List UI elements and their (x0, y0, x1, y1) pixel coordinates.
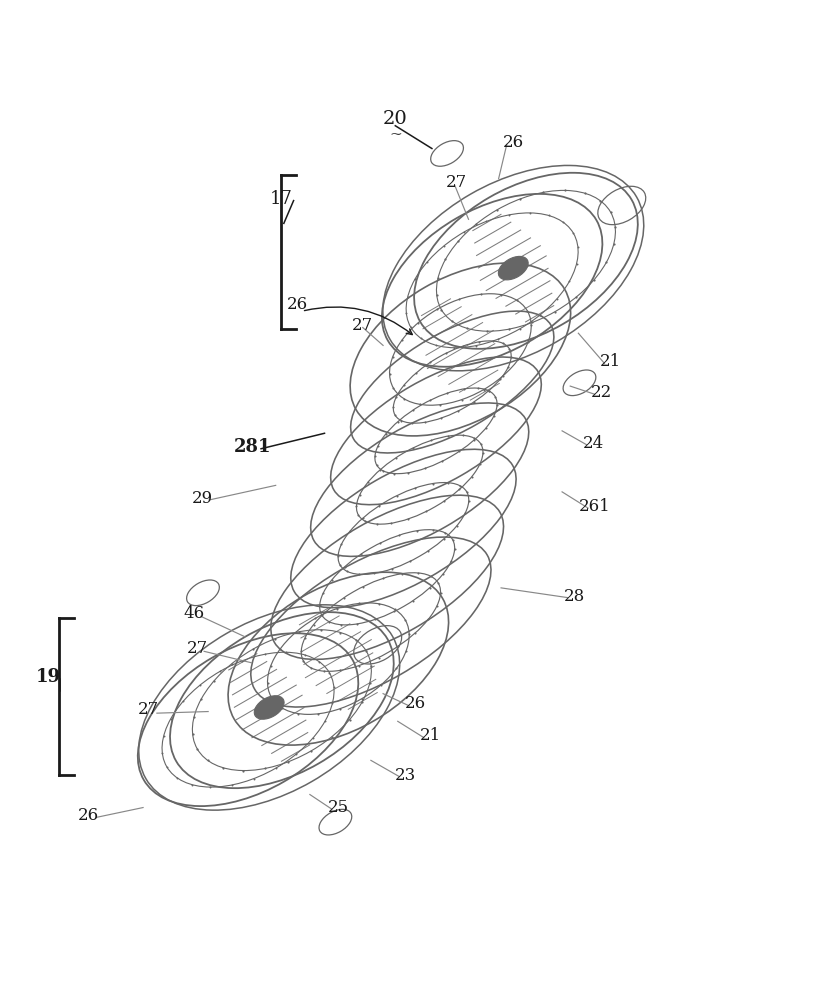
Text: 29: 29 (192, 490, 213, 507)
Text: 27: 27 (187, 640, 208, 657)
Text: 21: 21 (601, 353, 622, 370)
Ellipse shape (254, 696, 284, 719)
Text: 23: 23 (395, 767, 416, 784)
Text: 261: 261 (579, 498, 610, 515)
Text: 20: 20 (383, 110, 408, 128)
Text: 281: 281 (234, 438, 271, 456)
Text: 27: 27 (446, 174, 467, 191)
Text: 24: 24 (583, 435, 604, 452)
Ellipse shape (498, 256, 528, 280)
Text: 26: 26 (503, 134, 524, 151)
Text: 21: 21 (420, 727, 441, 744)
Text: 28: 28 (564, 588, 585, 605)
Text: ~: ~ (389, 129, 402, 143)
Text: 22: 22 (591, 384, 612, 401)
Text: 26: 26 (78, 807, 99, 824)
Text: 27: 27 (139, 701, 160, 718)
Text: 17: 17 (270, 190, 293, 208)
Text: 26: 26 (287, 296, 308, 313)
Text: 25: 25 (328, 799, 349, 816)
Text: 46: 46 (183, 605, 205, 622)
Text: 26: 26 (405, 695, 426, 712)
Text: 27: 27 (352, 317, 373, 334)
Text: 19: 19 (35, 668, 60, 686)
